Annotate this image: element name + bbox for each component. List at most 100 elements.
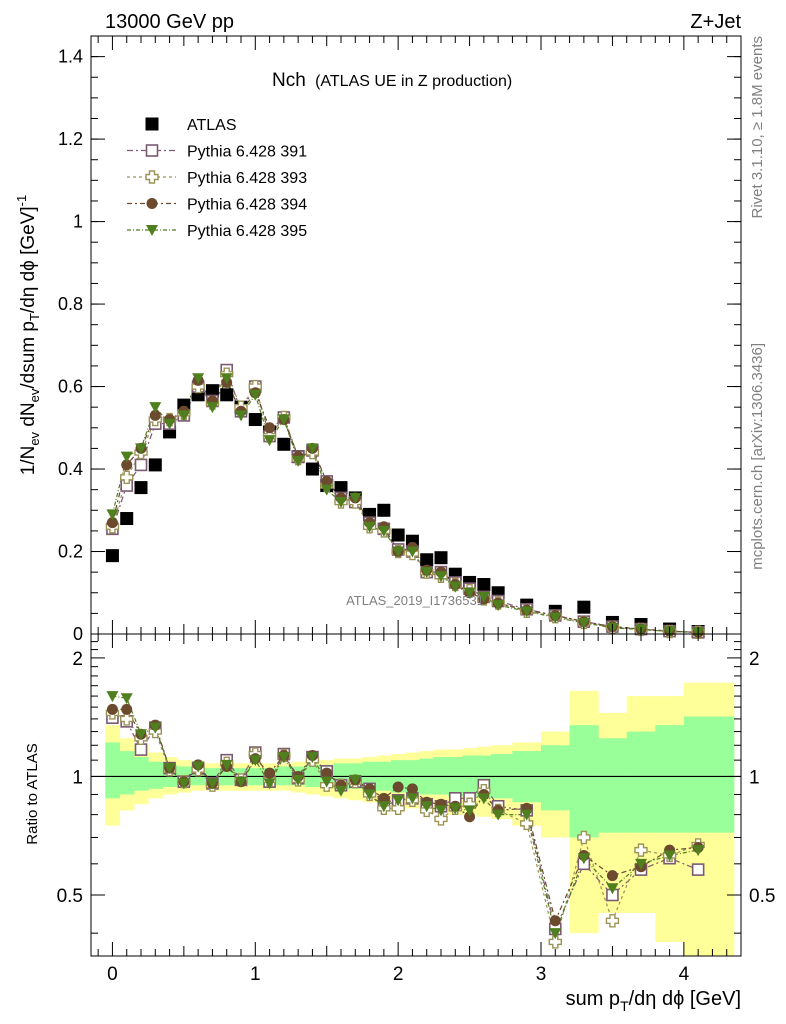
atlas-point (577, 600, 591, 614)
stat-band (119, 751, 135, 795)
atlas-point (248, 413, 262, 427)
ratio-y-tick-label-left: 2 (72, 649, 83, 670)
x-axis-label: sum pT/dη dϕ [GeV] (566, 988, 741, 1014)
mc-point-4 (277, 414, 290, 426)
mc-point-4 (320, 484, 333, 496)
main-axis-ticks: 0 0.2 0.4 0.6 0.8 1 1.2 1.4 (58, 36, 741, 644)
rivet-version-label: Rivet 3.1.10, ≥ 1.8M events (749, 36, 766, 219)
ratio-point-4 (206, 778, 219, 790)
legend-label: ATLAS (187, 117, 237, 134)
mc-point-4 (135, 443, 147, 455)
ratio-point-4 (263, 778, 276, 790)
ratio-point-2 (605, 914, 620, 928)
mc-point-1 (134, 458, 148, 472)
legend-label: Pythia 6.428 391 (187, 144, 307, 161)
ratio-point-2 (120, 712, 134, 726)
x-tick-label: 4 (679, 964, 690, 985)
mc-point-4 (120, 451, 133, 463)
ratio-point-4 (449, 803, 462, 815)
mc-point-4 (577, 617, 590, 629)
ratio-point-4 (320, 776, 333, 788)
mc-point-3 (264, 422, 276, 434)
ratio-point-4 (192, 761, 205, 773)
atlas-point (277, 437, 291, 451)
atlas-point (420, 553, 434, 567)
plot-title: Nch (ATLAS UE in Z production) (272, 70, 512, 91)
ratio-point-4 (635, 858, 647, 870)
ratio-data-layer (105, 691, 705, 949)
legend-label: Pythia 6.428 395 (187, 223, 307, 240)
ratio-point-4 (106, 691, 119, 703)
main-series-line-2 (111, 372, 699, 633)
ratio-point-4 (177, 778, 190, 790)
atlas-point (305, 462, 319, 476)
main-y-tick-label: 1 (73, 212, 83, 232)
ratio-point-1 (691, 863, 705, 876)
mc-point-2 (120, 470, 134, 484)
ratio-point-3 (106, 703, 118, 715)
stat-band (433, 757, 449, 795)
legend-marker (145, 144, 159, 157)
analysis-watermark: ATLAS_2019_I1736531 (346, 593, 484, 608)
ratio-point-4 (120, 693, 133, 705)
stat-band (148, 761, 163, 789)
mc-point-3 (321, 475, 333, 487)
ratio-point-2 (434, 812, 448, 826)
legend-marker (146, 198, 158, 209)
x-tick-label: 0 (107, 964, 118, 985)
ratio-point-3 (264, 767, 276, 779)
ratio-point-4 (220, 759, 233, 771)
mc-point-4 (220, 373, 233, 385)
ratio-point-4 (420, 801, 433, 813)
ratio-frame (90, 633, 742, 957)
x-tick-label: 2 (393, 964, 404, 985)
main-y-tick-label: 0 (73, 624, 83, 644)
main-panel: 0 0.2 0.4 0.6 0.8 1 1.2 1.4 Nch (ATLAS UE in Z … (14, 35, 742, 644)
mc-point-4 (435, 571, 447, 583)
main-y-tick-label: 0.8 (58, 294, 83, 314)
atlas-point (434, 551, 448, 565)
atlas-point (148, 458, 162, 472)
ratio-point-4 (477, 793, 490, 805)
main-y-label: 1/Nev dNev/dsum pT/dη dϕ [GeV]-1 (14, 195, 42, 476)
ratio-point-2 (577, 830, 591, 845)
ratio-point-4 (377, 801, 390, 813)
atlas-point (391, 528, 405, 542)
ratio-point-4 (463, 805, 476, 817)
ratio-panel: 0.5 0.5 1 1 2 2 0 1 2 3 4 Ratio to ATLAS sum pT/dη… (24, 633, 775, 1014)
ratio-y-tick-label-left: 0.5 (57, 886, 83, 907)
mc-point-3 (149, 409, 161, 421)
mc-point-4 (163, 418, 176, 430)
ratio-point-3 (321, 767, 333, 779)
ratio-point-4 (663, 850, 676, 862)
mc-point-4 (392, 546, 405, 558)
stat-band (569, 725, 599, 838)
ratio-point-3 (406, 783, 418, 795)
legend-marker (145, 117, 159, 131)
atlas-point (134, 481, 148, 495)
ratio-point-3 (121, 703, 133, 715)
mc-point-4 (377, 525, 390, 537)
main-y-tick-label: 1.2 (58, 129, 83, 149)
stat-band (683, 716, 735, 833)
mc-point-4 (449, 581, 462, 593)
ratio-point-3 (606, 870, 618, 882)
legend-label: Pythia 6.428 393 (187, 170, 307, 187)
atlas-point (205, 384, 219, 398)
ratio-point-4 (235, 776, 247, 788)
ratio-point-4 (292, 774, 305, 786)
stat-band (133, 757, 149, 791)
ratio-y-tick-label-left: 1 (72, 767, 83, 788)
ratio-point-2 (634, 843, 648, 857)
mc-point-4 (235, 410, 247, 422)
mc-point-4 (349, 492, 362, 504)
mc-point-4 (406, 546, 419, 558)
ratio-point-1 (134, 743, 148, 756)
mc-point-4 (177, 410, 190, 422)
ratio-y-tick-label-right: 0.5 (749, 886, 775, 907)
legend-label: Pythia 6.428 394 (187, 197, 307, 214)
ratio-point-4 (277, 752, 290, 764)
mcplots-label: mcplots.cern.ch [arXiv:1306.3436] (749, 343, 766, 570)
ratio-point-4 (335, 785, 347, 797)
atlas-point (220, 388, 234, 402)
